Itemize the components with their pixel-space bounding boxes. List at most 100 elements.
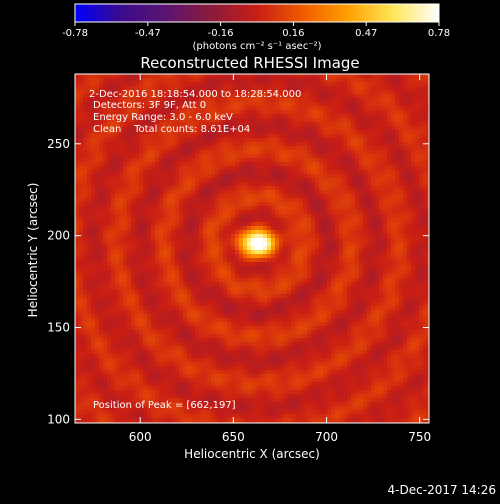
heatmap-cell: [195, 166, 199, 170]
heatmap-cell: [143, 78, 147, 82]
heatmap-cell: [379, 166, 383, 170]
heatmap-cell: [387, 146, 391, 150]
heatmap-cell: [375, 178, 379, 182]
heatmap-cell: [207, 222, 211, 226]
heatmap-cell: [211, 74, 215, 78]
heatmap-cell: [159, 78, 163, 82]
heatmap-cell: [403, 98, 407, 102]
heatmap-cell: [223, 190, 227, 194]
heatmap-cell: [363, 166, 367, 170]
heatmap-cell: [231, 294, 235, 298]
heatmap-cell: [167, 82, 171, 86]
heatmap-cell: [343, 146, 347, 150]
heatmap-cell: [159, 178, 163, 182]
heatmap-cell: [127, 222, 131, 226]
heatmap-cell: [363, 198, 367, 202]
heatmap-cell: [283, 238, 287, 242]
heatmap-cell: [407, 290, 411, 294]
heatmap-cell: [151, 278, 155, 282]
heatmap-cell: [243, 254, 247, 258]
heatmap-cell: [151, 166, 155, 170]
heatmap-cell: [327, 118, 331, 122]
heatmap-cell: [83, 246, 87, 250]
heatmap-cell: [147, 154, 151, 158]
heatmap-cell: [219, 150, 223, 154]
heatmap-cell: [419, 278, 423, 282]
heatmap-cell: [335, 198, 339, 202]
heatmap-cell: [215, 74, 219, 78]
heatmap-cell: [163, 266, 167, 270]
heatmap-cell: [207, 294, 211, 298]
heatmap-cell: [95, 150, 99, 154]
heatmap-cell: [379, 206, 383, 210]
heatmap-cell: [215, 254, 219, 258]
heatmap-cell: [343, 238, 347, 242]
heatmap-cell: [115, 142, 119, 146]
heatmap-cell: [223, 294, 227, 298]
heatmap-cell: [231, 202, 235, 206]
heatmap-cell: [135, 246, 139, 250]
heatmap-cell: [199, 266, 203, 270]
heatmap-cell: [175, 182, 179, 186]
heatmap-cell: [239, 82, 243, 86]
heatmap-cell: [375, 186, 379, 190]
heatmap-cell: [99, 254, 103, 258]
heatmap-cell: [131, 198, 135, 202]
heatmap-cell: [255, 190, 259, 194]
heatmap-cell: [95, 198, 99, 202]
heatmap-cell: [103, 286, 107, 290]
heatmap-cell: [303, 254, 307, 258]
heatmap-cell: [379, 178, 383, 182]
heatmap-cell: [187, 182, 191, 186]
heatmap-cell: [371, 238, 375, 242]
heatmap-cell: [319, 174, 323, 178]
heatmap-cell: [335, 82, 339, 86]
heatmap-cell: [235, 222, 239, 226]
heatmap-cell: [115, 282, 119, 286]
heatmap-cell: [331, 170, 335, 174]
heatmap-cell: [211, 102, 215, 106]
heatmap-cell: [183, 210, 187, 214]
heatmap-cell: [299, 186, 303, 190]
heatmap-cell: [311, 82, 315, 86]
heatmap-cell: [275, 242, 279, 246]
heatmap-cell: [79, 102, 83, 106]
heatmap-cell: [323, 198, 327, 202]
heatmap-cell: [359, 282, 363, 286]
heatmap-cell: [331, 258, 335, 262]
heatmap-cell: [255, 170, 259, 174]
heatmap-cell: [187, 226, 191, 230]
heatmap-cell: [147, 274, 151, 278]
heatmap-cell: [339, 238, 343, 242]
heatmap-cell: [295, 74, 299, 78]
heatmap-cell: [239, 142, 243, 146]
heatmap-cell: [415, 206, 419, 210]
heatmap-cell: [223, 246, 227, 250]
heatmap-cell: [355, 282, 359, 286]
heatmap-cell: [419, 246, 423, 250]
colorbar-tick-label: 0.16: [282, 28, 304, 39]
heatmap-cell: [115, 290, 119, 294]
heatmap-cell: [95, 266, 99, 270]
heatmap-cell: [391, 118, 395, 122]
heatmap-cell: [231, 102, 235, 106]
heatmap-cell: [403, 222, 407, 226]
heatmap-cell: [387, 134, 391, 138]
heatmap-cell: [195, 246, 199, 250]
heatmap-cell: [155, 186, 159, 190]
heatmap-cell: [95, 190, 99, 194]
heatmap-cell: [251, 198, 255, 202]
heatmap-cell: [215, 214, 219, 218]
heatmap-cell: [183, 258, 187, 262]
heatmap-cell: [395, 86, 399, 90]
heatmap-cell: [407, 134, 411, 138]
heatmap-cell: [387, 82, 391, 86]
heatmap-cell: [103, 218, 107, 222]
heatmap-cell: [83, 102, 87, 106]
heatmap-cell: [87, 242, 91, 246]
heatmap-cell: [87, 198, 91, 202]
heatmap-cell: [379, 254, 383, 258]
heatmap-cell: [411, 102, 415, 106]
heatmap-cell: [399, 270, 403, 274]
heatmap-cell: [423, 106, 427, 110]
